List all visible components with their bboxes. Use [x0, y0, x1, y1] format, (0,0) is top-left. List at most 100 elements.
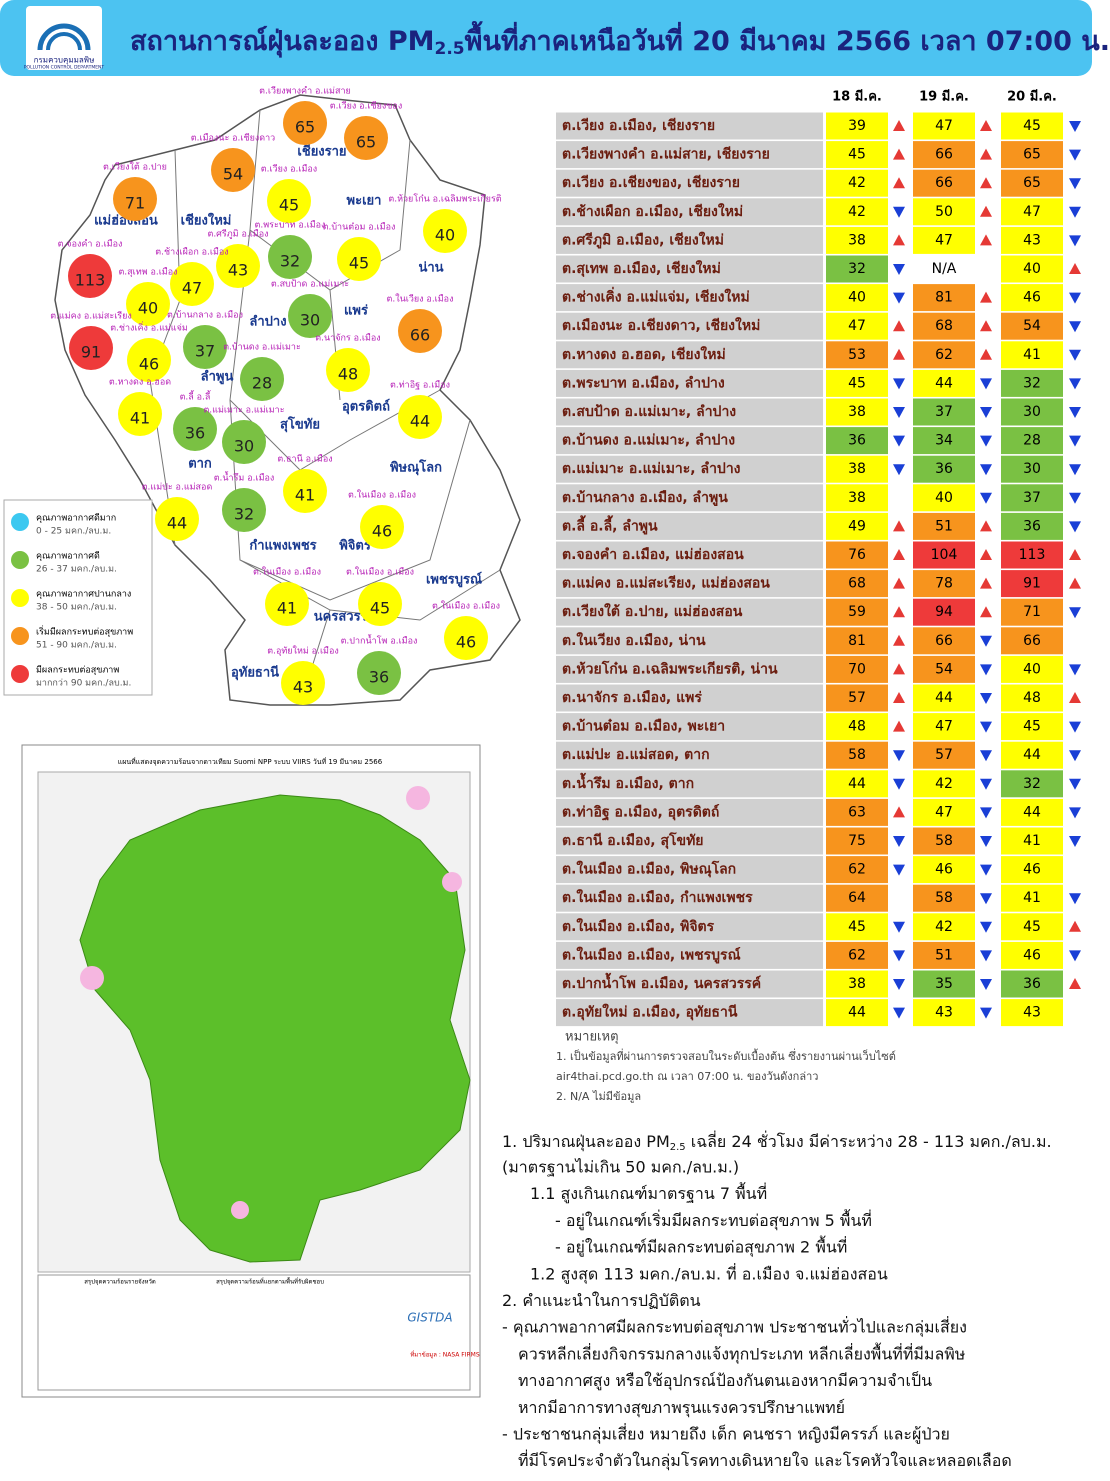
- value-text: 47: [935, 719, 953, 735]
- station-value: 40: [435, 226, 455, 245]
- province-name: ลำปาง: [249, 314, 286, 330]
- value-text: 36: [1023, 518, 1041, 534]
- value-text: 51: [935, 518, 953, 534]
- value-cell: [913, 255, 975, 283]
- value-cell: [826, 341, 888, 369]
- value-cell: [1001, 427, 1063, 455]
- value-cell: [826, 684, 888, 712]
- trend-up: [1069, 577, 1081, 589]
- value-text: 47: [935, 118, 953, 134]
- row-name-cell: [556, 341, 823, 369]
- trend-down: [980, 807, 992, 819]
- station-bubble: [183, 325, 227, 369]
- station-value: 43: [293, 678, 313, 697]
- station-label: ต.จองคำ อ.เมือง: [58, 239, 123, 250]
- legend-range: 26 - 37 มคก./ลบ.ม.: [36, 565, 117, 575]
- station-label: ต.บ้านต๋อม อ.เมือง: [323, 222, 396, 233]
- trend-down: [893, 1007, 905, 1019]
- value-cell: [1001, 741, 1063, 769]
- value-cell: [1001, 455, 1063, 483]
- province-name: อุตรดิตถ์: [342, 399, 390, 415]
- legend-range: 0 - 25 มคก./ลบ.ม.: [36, 527, 111, 537]
- logo-text: POLLUTION CONTROL DEPARTMENT: [24, 65, 105, 71]
- row-name: ต.แม่ปะ อ.แม่สอด, ตาก: [562, 747, 710, 763]
- station-bubble: [281, 661, 325, 705]
- value-text: 45: [848, 375, 866, 391]
- station-bubble: [358, 582, 402, 626]
- station-bubble: [222, 420, 266, 464]
- station-value: 113: [75, 271, 106, 290]
- row-name: ต.ช้างเผือก อ.เมือง, เชียงใหม่: [562, 202, 743, 220]
- value-cell: [1001, 541, 1063, 569]
- trend-down: [980, 778, 992, 790]
- value-text: 38: [848, 404, 866, 420]
- row-name: ต.ในเมือง อ.เมือง, กำแพงเพชร: [562, 888, 753, 906]
- trend-up: [980, 348, 992, 360]
- value-cell: [1001, 999, 1063, 1027]
- satellite-title: แผนที่แสดงจุดความร้อนจากดาวเทียม Suomi N…: [118, 757, 383, 766]
- station-bubble: [283, 469, 327, 513]
- trend-up: [980, 291, 992, 303]
- station-bubble: [268, 235, 312, 279]
- station-value: 48: [338, 365, 358, 384]
- station-bubble: [360, 505, 404, 549]
- value-cell: [1001, 284, 1063, 312]
- province-name: น่าน: [418, 261, 443, 276]
- value-text: 66: [1023, 633, 1041, 649]
- value-cell: [1001, 141, 1063, 169]
- value-text: 42: [935, 776, 953, 792]
- value-text: 65: [1023, 147, 1041, 163]
- value-text: 91: [1023, 576, 1041, 592]
- trend-down: [1069, 321, 1081, 333]
- station-value: 45: [279, 196, 299, 215]
- row-name-cell: [556, 999, 823, 1027]
- value-text: 113: [1019, 547, 1046, 563]
- value-text: 36: [1023, 976, 1041, 992]
- trend-down: [980, 750, 992, 762]
- note: 2. N/A ไม่มีข้อมูล: [556, 1090, 641, 1103]
- trend-up: [980, 320, 992, 332]
- trend-up: [1069, 920, 1081, 932]
- value-cell: [913, 570, 975, 598]
- row-name-cell: [556, 169, 823, 197]
- value-text: 38: [848, 232, 866, 248]
- province-name: เพชรบูรณ์: [426, 572, 482, 588]
- value-text: 45: [848, 919, 866, 935]
- station-bubble: [288, 294, 332, 338]
- value-cell: [913, 627, 975, 655]
- trend-down: [1069, 778, 1081, 790]
- station-label: ต.หางดง อ.ฮอด: [109, 378, 171, 388]
- row-name-cell: [556, 427, 823, 455]
- station-value: 44: [410, 412, 430, 431]
- value-text: 30: [1023, 404, 1041, 420]
- row-name: ต.บ้านกลาง อ.เมือง, ลำพูน: [562, 490, 728, 506]
- satellite-agency: GISTDA: [407, 1311, 452, 1325]
- trend-up: [893, 634, 905, 646]
- station-label: ต.ในเวียง อ.เมือง: [387, 294, 454, 305]
- hotspot: [442, 872, 462, 892]
- value-text: 47: [848, 318, 866, 334]
- trend-up: [893, 177, 905, 189]
- trend-up: [980, 205, 992, 217]
- row-name: ต.ธานี อ.เมือง, สุโขทัย: [562, 831, 704, 849]
- header-bar: [0, 0, 1092, 76]
- value-text: 47: [935, 232, 953, 248]
- value-text: 42: [848, 175, 866, 191]
- value-cell: [826, 827, 888, 855]
- trend-down: [1069, 407, 1081, 418]
- value-cell: [1001, 398, 1063, 426]
- summary-line: ที่มีโรคประจำตัวในกลุ่มโรคทางเดินหายใจ แ…: [518, 1449, 1012, 1471]
- trend-down: [1069, 435, 1081, 447]
- trend-down: [980, 921, 992, 933]
- value-text: 41: [1023, 833, 1041, 849]
- summary-line: (มาตรฐานไม่เกิน 50 มคก./ลบ.ม.): [502, 1158, 739, 1177]
- province-name: อุทัยธานี: [231, 665, 279, 681]
- station-label: ต.ช่างเคิ่ง อ.แม่แจ่ม: [110, 321, 188, 334]
- value-text: 50: [935, 204, 953, 220]
- station-value: 30: [300, 311, 320, 330]
- title: สถานการณ์ฝุ่นละออง PM2.5พื้นที่ภาคเหนือว…: [130, 20, 1110, 60]
- station-value: 32: [234, 505, 254, 524]
- station-label: ต.เมืองนะ อ.เชียงดาว: [191, 133, 275, 144]
- value-cell: [826, 398, 888, 426]
